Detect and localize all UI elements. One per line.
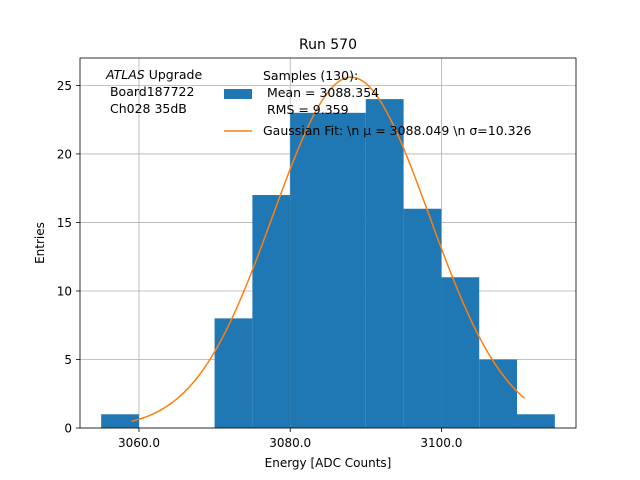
histogram-bar-10 xyxy=(479,359,518,428)
histogram-bars xyxy=(101,99,555,428)
x-tick-label-0: 3060.0 xyxy=(118,436,160,450)
y-axis-label: Entries xyxy=(33,222,47,264)
y-axis-ticks: 0 5 10 15 20 25 xyxy=(57,79,80,436)
y-tick-label-2: 10 xyxy=(57,284,72,298)
histogram-bar-5 xyxy=(290,112,328,428)
legend: Samples (130): Mean = 3088.354 RMS = 9.3… xyxy=(224,68,532,138)
histogram-bar-6 xyxy=(328,112,366,428)
x-axis-ticks: 3060.0 3080.0 3100.0 xyxy=(118,428,462,450)
atlas-label: ATLAS xyxy=(105,67,145,82)
histogram-bar-11 xyxy=(517,414,555,428)
histogram-bar-9 xyxy=(441,277,480,428)
y-tick-label-1: 5 xyxy=(64,353,72,367)
atlas-annotation-board: Board187722 xyxy=(106,84,194,99)
x-axis-label: Energy [ADC Counts] xyxy=(265,456,392,470)
x-tick-label-1: 3080.0 xyxy=(269,436,311,450)
legend-histogram-label: Samples (130): xyxy=(263,68,358,83)
y-tick-label-5: 25 xyxy=(57,79,72,93)
histogram-bar-3 xyxy=(214,318,253,428)
legend-histogram-rms: RMS = 9.359 xyxy=(263,102,349,117)
legend-histogram-swatch xyxy=(224,89,252,99)
legend-histogram-mean: Mean = 3088.354 xyxy=(263,85,379,100)
y-tick-label-4: 20 xyxy=(57,147,72,161)
atlas-annotation: ATLAS Upgrade Board187722 Ch028 35dB xyxy=(105,67,202,116)
upgrade-label: Upgrade xyxy=(145,67,203,82)
y-tick-label-3: 15 xyxy=(57,216,72,230)
y-tick-label-0: 0 xyxy=(64,422,72,436)
atlas-annotation-line1: ATLAS Upgrade xyxy=(105,67,202,82)
histogram-bar-0 xyxy=(101,414,139,428)
histogram-bar-8 xyxy=(403,208,442,428)
histogram-bar-4 xyxy=(252,195,291,428)
chart-title: Run 570 xyxy=(299,37,357,53)
gaussian-fit-curve xyxy=(131,76,526,423)
histogram-bar-7 xyxy=(365,99,404,428)
x-tick-label-2: 3100.0 xyxy=(420,436,462,450)
atlas-annotation-channel: Ch028 35dB xyxy=(106,101,187,116)
legend-fit-label: Gaussian Fit: \n μ = 3088.049 \n σ=10.32… xyxy=(263,123,532,138)
plot-frame xyxy=(79,57,577,429)
